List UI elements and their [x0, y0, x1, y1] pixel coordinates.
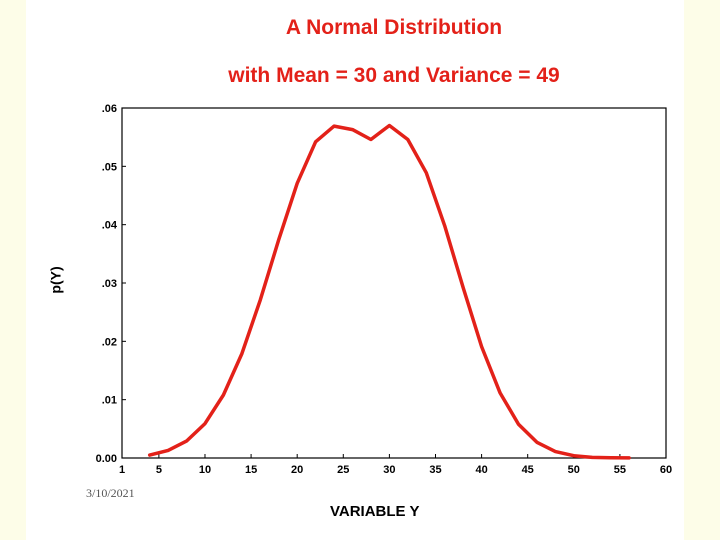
plot-frame: [121, 107, 667, 459]
density-curve: [147, 123, 631, 460]
x-tick-label: 15: [245, 464, 257, 476]
x-tick-label: 5: [156, 464, 162, 476]
x-tick-label: 25: [337, 464, 349, 476]
x-axis: 1 5 10 15 20 25 30 35 40 45 50 55 60: [119, 454, 672, 476]
chart-title-line1: A Normal Distribution: [285, 16, 503, 39]
x-tick-label: 10: [199, 464, 211, 476]
y-tick-label: .04: [102, 220, 118, 232]
x-tick-label: 1: [119, 464, 125, 476]
x-tick-label: 55: [614, 464, 626, 476]
x-tick-label: 30: [383, 464, 395, 476]
chart-title-line2: with Mean = 30 and Variance = 49: [228, 64, 560, 87]
y-tick-label: 0.00: [96, 453, 117, 465]
x-tick-label: 60: [660, 464, 672, 476]
y-tick-label: .06: [102, 103, 117, 115]
x-tick-label: 40: [475, 464, 487, 476]
y-axis-label: p(Y): [47, 266, 64, 294]
x-tick-label: 20: [291, 464, 303, 476]
y-tick-label: .03: [102, 278, 117, 290]
x-tick-label: 35: [429, 464, 441, 476]
y-axis: 0.00 .01 .02 .03 .04 .05 .06: [96, 103, 126, 465]
x-axis-label: VARIABLE Y: [330, 503, 420, 520]
slide-background: [26, 0, 684, 540]
date-footer: 3/10/2021: [86, 486, 135, 500]
x-tick-label: 45: [522, 464, 534, 476]
x-tick-label: 50: [568, 464, 580, 476]
y-tick-label: .02: [102, 336, 117, 348]
y-tick-label: .05: [102, 161, 117, 173]
y-tick-label: .01: [102, 395, 117, 407]
